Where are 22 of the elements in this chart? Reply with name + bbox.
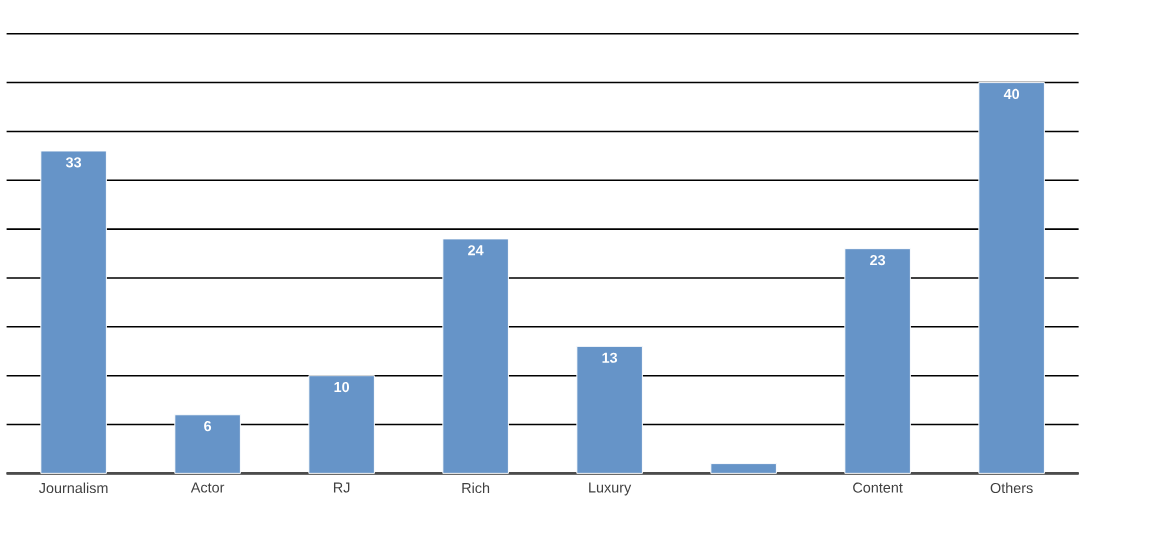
data-label: 13 (602, 352, 618, 363)
x-tick-label: Rich (462, 482, 490, 494)
data-label: 10 (334, 381, 350, 393)
data-label: 23 (870, 254, 886, 266)
bar (576, 345, 643, 474)
bar (442, 238, 509, 474)
bar (978, 82, 1045, 474)
x-tick-label: Actor (190, 482, 225, 493)
bar (710, 463, 777, 474)
data-label: 40 (1003, 88, 1020, 99)
x-tick-label: Others (990, 482, 1033, 494)
x-tick-label: Content (853, 482, 903, 493)
x-tick-label: RJ (333, 482, 350, 493)
bar (174, 414, 241, 474)
data-label: 6 (204, 420, 212, 432)
data-label: 33 (65, 157, 82, 168)
x-tick-label: Journalism (39, 482, 108, 494)
bar (844, 248, 911, 474)
bar (40, 150, 107, 474)
bar (308, 375, 375, 474)
data-label: 24 (468, 245, 484, 256)
x-tick-label: Luxury (589, 482, 632, 496)
